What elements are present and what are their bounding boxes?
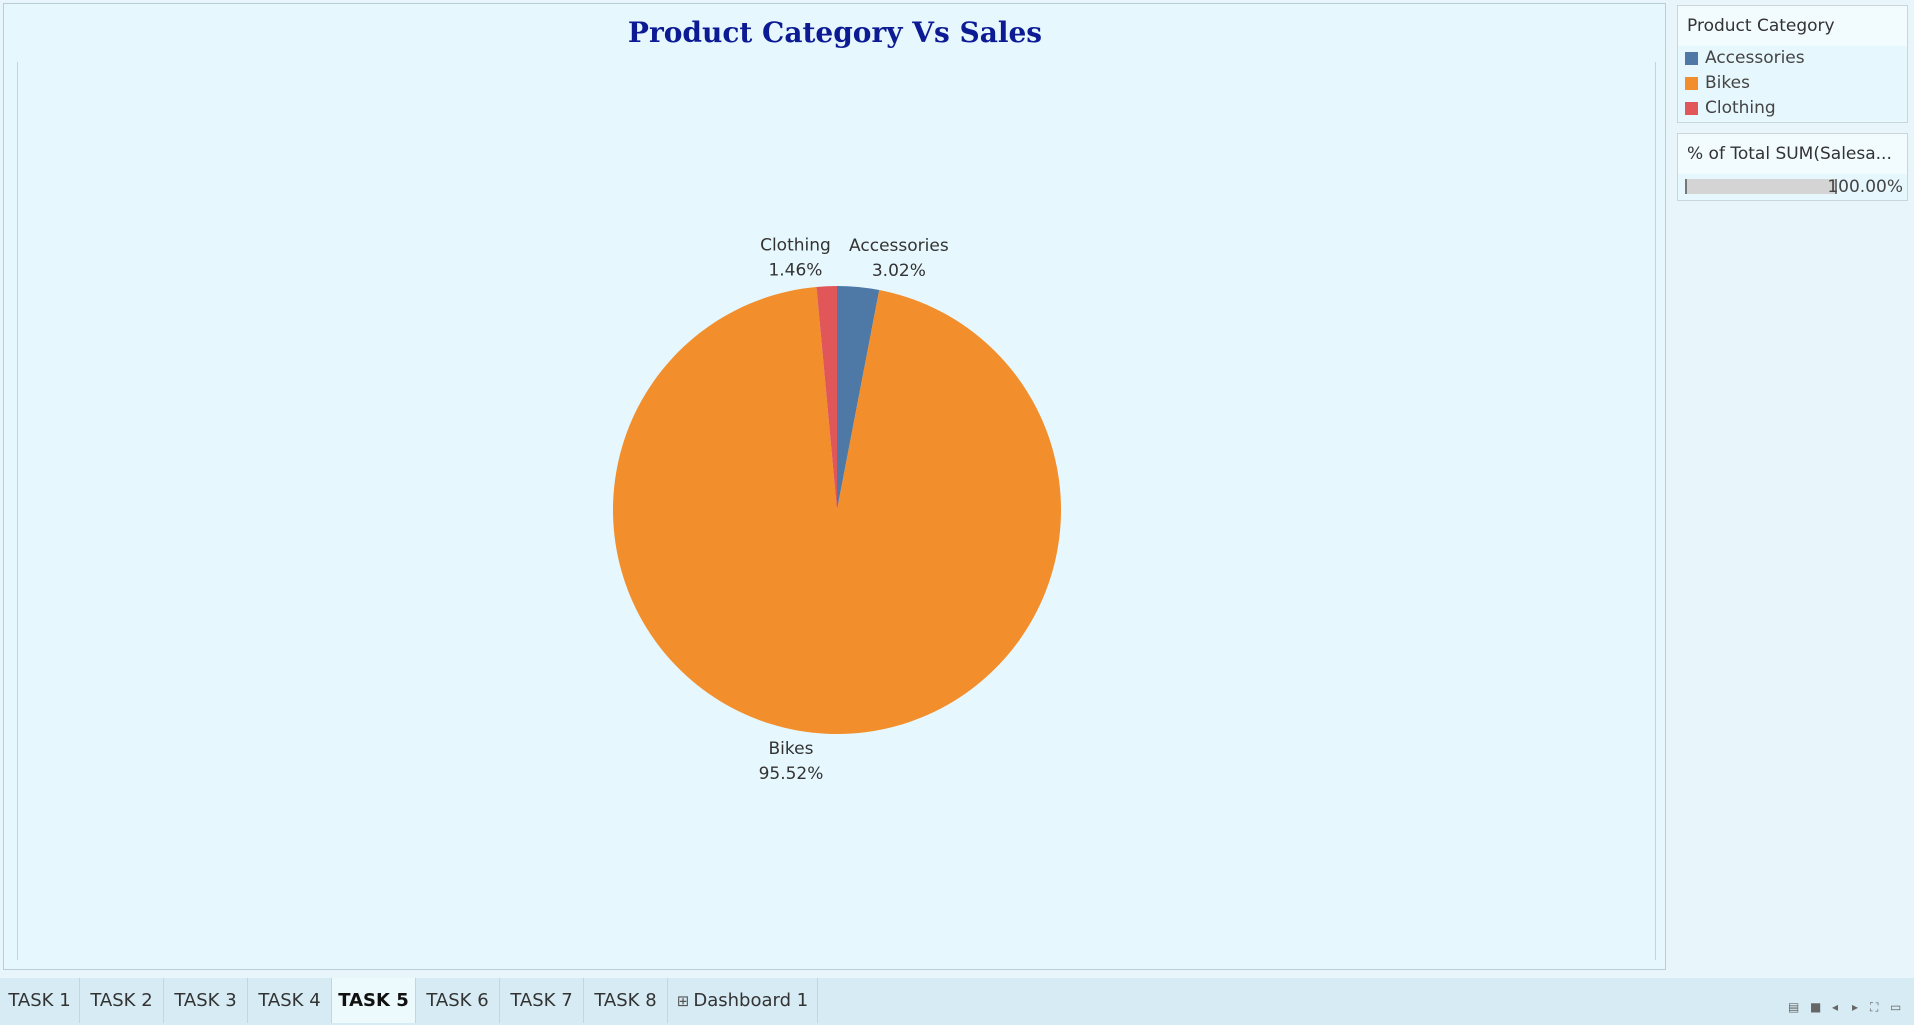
pie-label-percent: 95.52% bbox=[759, 764, 824, 784]
legend-swatch bbox=[1685, 77, 1698, 90]
pane-border-left bbox=[17, 62, 18, 960]
legend-item-accessories[interactable]: Accessories bbox=[1678, 46, 1907, 71]
pie-label-bikes: Bikes 95.52% bbox=[759, 739, 824, 784]
pie-label-category: Accessories bbox=[849, 236, 949, 256]
pie-label-category: Bikes bbox=[769, 739, 814, 759]
chart-title: Product Category Vs Sales bbox=[627, 16, 1043, 49]
legend-label: Clothing bbox=[1705, 98, 1776, 118]
tab-label: TASK 6 bbox=[426, 990, 489, 1011]
pie-label-clothing: Clothing 1.46% bbox=[760, 235, 831, 280]
tab-task-6[interactable]: TASK 6 bbox=[416, 978, 500, 1023]
previous-sheet-icon[interactable]: ◂ bbox=[1832, 1000, 1839, 1014]
tab-label: TASK 2 bbox=[90, 990, 153, 1011]
legend-item-clothing[interactable]: Clothing bbox=[1678, 96, 1907, 121]
legend-label: Bikes bbox=[1705, 73, 1750, 93]
pie-slice-accessories[interactable] bbox=[837, 286, 880, 510]
tab-task-4[interactable]: TASK 4 bbox=[248, 978, 332, 1023]
legend-title: Product Category bbox=[1678, 6, 1907, 46]
legend-swatch bbox=[1685, 52, 1698, 65]
next-sheet-icon[interactable]: ▸ bbox=[1852, 1000, 1859, 1014]
tab-label: TASK 4 bbox=[258, 990, 321, 1011]
filter-range-slider[interactable] bbox=[1685, 179, 1837, 194]
show-filmstrip-icon[interactable]: ▤ bbox=[1788, 1000, 1800, 1014]
tab-task-2[interactable]: TASK 2 bbox=[80, 978, 164, 1023]
filter-value: 100.00% bbox=[1827, 177, 1903, 197]
tab-task-8[interactable]: TASK 8 bbox=[584, 978, 668, 1023]
legend-item-bikes[interactable]: Bikes bbox=[1678, 71, 1907, 96]
tab-task-1[interactable]: TASK 1 bbox=[0, 978, 80, 1023]
filter-range-fill bbox=[1687, 179, 1835, 194]
pie-label-category: Clothing bbox=[760, 235, 831, 255]
tab-label: TASK 8 bbox=[594, 990, 657, 1011]
sheet-tab-bar: TASK 1 TASK 2 TASK 3 TASK 4 TASK 5 TASK … bbox=[0, 978, 1914, 1025]
color-legend: Product Category Accessories Bikes Cloth… bbox=[1677, 5, 1908, 123]
tab-label: TASK 1 bbox=[8, 990, 71, 1011]
fullscreen-icon[interactable]: ⛶ bbox=[1870, 1000, 1879, 1014]
tab-label: TASK 3 bbox=[174, 990, 237, 1011]
dashboard-grid-icon: ⊞ bbox=[676, 992, 690, 1010]
filter-title: % of Total SUM(Salesa... bbox=[1678, 134, 1907, 174]
pie-chart[interactable]: Accessories 3.02% Bikes 95.52% Clothing 1.46% bbox=[0, 0, 1670, 975]
sheet-navigation-controls: ▤ ■ ◂ ▸ ⛶ ▭ bbox=[1788, 1000, 1908, 1020]
tab-label: TASK 5 bbox=[338, 990, 409, 1011]
tab-label: TASK 7 bbox=[510, 990, 573, 1011]
tab-task-5[interactable]: TASK 5 bbox=[332, 978, 416, 1023]
legend-swatch bbox=[1685, 102, 1698, 115]
pie-label-accessories: Accessories 3.02% bbox=[849, 236, 949, 281]
tab-dashboard-1[interactable]: ⊞ Dashboard 1 bbox=[668, 978, 818, 1023]
percent-filter-card: % of Total SUM(Salesa... 100.00% bbox=[1677, 133, 1908, 201]
pie-label-percent: 1.46% bbox=[768, 260, 822, 280]
tab-task-7[interactable]: TASK 7 bbox=[500, 978, 584, 1023]
pie-slice-bikes[interactable] bbox=[613, 286, 1062, 735]
legend-label: Accessories bbox=[1705, 48, 1805, 68]
show-tabs-icon[interactable]: ■ bbox=[1810, 1000, 1822, 1014]
pane-border-right bbox=[1655, 62, 1656, 960]
presentation-icon[interactable]: ▭ bbox=[1890, 1000, 1902, 1014]
tab-task-3[interactable]: TASK 3 bbox=[164, 978, 248, 1023]
tab-label: Dashboard 1 bbox=[693, 990, 809, 1011]
pie-label-percent: 3.02% bbox=[872, 261, 926, 281]
pie-slice-clothing[interactable] bbox=[816, 286, 837, 510]
